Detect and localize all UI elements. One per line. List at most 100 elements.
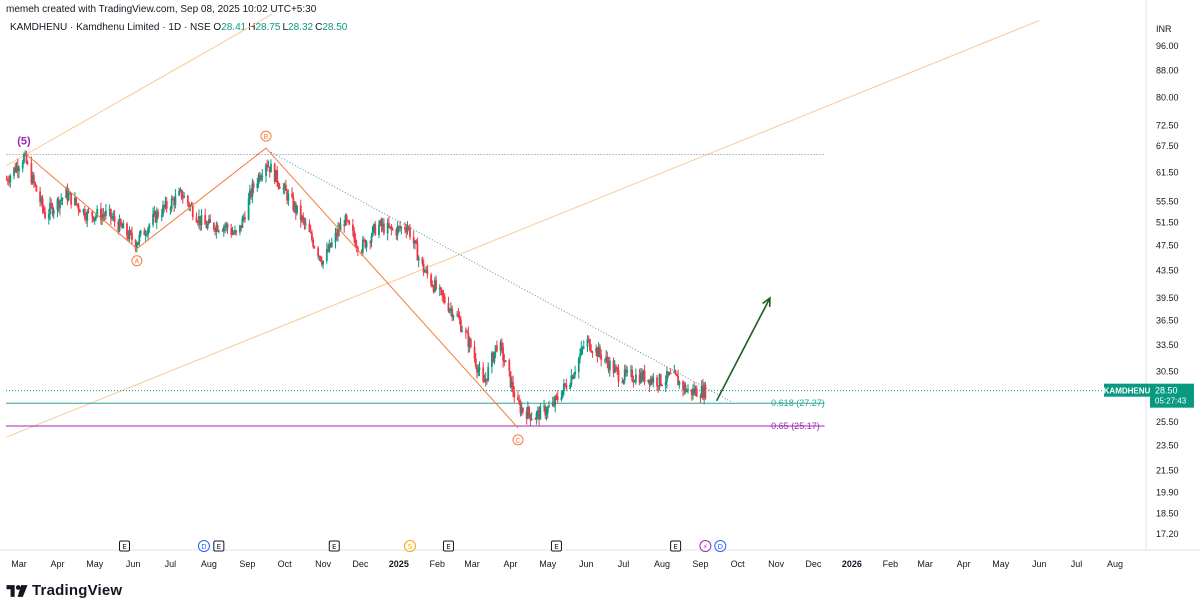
- candle-body: [528, 406, 531, 414]
- tradingview-logo-icon: [6, 584, 28, 597]
- candle-body: [303, 219, 306, 224]
- candle-body: [351, 224, 354, 231]
- event-marker-e: [213, 540, 225, 552]
- candle-body: [261, 175, 264, 178]
- candle-body: [487, 366, 490, 381]
- brand-name: TradingView: [32, 582, 123, 599]
- candle-body: [164, 200, 167, 208]
- candle-body: [61, 198, 64, 200]
- candle-body: [252, 183, 255, 188]
- candle-body: [442, 295, 445, 297]
- candle-body: [695, 388, 698, 397]
- candle-body: [31, 175, 34, 184]
- event-marker-d: [197, 540, 210, 552]
- candle-body: [577, 358, 580, 372]
- candle-body: [67, 194, 70, 201]
- candle-body: [432, 286, 435, 292]
- x-tick-label: Sep: [692, 559, 708, 569]
- event-marker-e: [442, 540, 454, 552]
- x-tick-label: Apr: [504, 559, 518, 569]
- candle-body: [126, 223, 128, 236]
- candle-body: [327, 249, 329, 252]
- candle-body: [101, 214, 104, 221]
- candle-body: [510, 381, 513, 388]
- candle-body: [694, 388, 697, 394]
- candle-body: [386, 222, 389, 234]
- candle-body: [121, 224, 123, 229]
- candle-body: [417, 257, 420, 261]
- candle-body: [257, 175, 260, 184]
- candle-body: [443, 296, 446, 303]
- candle-body: [702, 385, 704, 398]
- candle-body: [564, 383, 567, 385]
- candle-body: [581, 347, 584, 349]
- candle-body: [482, 367, 485, 382]
- x-tick-label: Aug: [201, 559, 217, 569]
- candle-body: [59, 200, 61, 209]
- candle-body: [560, 397, 563, 400]
- candle-body: [500, 342, 503, 348]
- candle-body: [478, 367, 481, 370]
- candle-body: [191, 205, 194, 217]
- x-tick-label: May: [86, 559, 104, 569]
- candle-body: [700, 385, 703, 398]
- candle-body: [137, 241, 140, 245]
- candle-body: [118, 219, 121, 232]
- candle-body: [200, 215, 203, 226]
- candle-body: [630, 370, 632, 372]
- candle-body: [92, 216, 95, 221]
- candle-body: [673, 370, 676, 374]
- candle-body: [173, 199, 176, 206]
- price-tag-value: 28.50: [1155, 386, 1178, 396]
- candle-body: [278, 186, 281, 189]
- x-tick-label: Dec: [352, 559, 369, 569]
- y-tick-label: 25.50: [1156, 417, 1179, 427]
- candle-body: [277, 182, 280, 187]
- candles-layer: [5, 150, 707, 426]
- candle-body: [152, 214, 154, 225]
- y-tick-label: 23.50: [1156, 440, 1179, 450]
- candle-body: [518, 400, 521, 404]
- candle-body: [626, 370, 629, 373]
- candle-body: [451, 308, 454, 318]
- symbol-description: KAMDHENU · Kamdhenu Limited · 1D · NSE: [10, 22, 211, 33]
- y-tick-label: 55.50: [1156, 197, 1179, 207]
- x-tick-label: Jul: [618, 559, 630, 569]
- candle-body: [569, 385, 572, 389]
- candle-body: [304, 223, 307, 225]
- candle-body: [538, 410, 540, 420]
- candle-body: [234, 230, 236, 234]
- candle-body: [399, 226, 401, 229]
- candle-body: [6, 179, 9, 182]
- candle-body: [270, 163, 272, 173]
- candle-body: [494, 345, 497, 352]
- candle-body: [221, 230, 224, 232]
- candle-body: [587, 338, 590, 340]
- wave-label-circle: [131, 255, 143, 267]
- candle-body: [70, 192, 73, 205]
- candle-body: [448, 309, 451, 312]
- candle-body: [186, 195, 189, 204]
- candle-body: [621, 381, 624, 383]
- candle-body: [360, 251, 363, 253]
- candle-body: [589, 339, 591, 351]
- candle-body: [325, 249, 328, 261]
- candle-body: [658, 374, 661, 387]
- candle-body: [112, 216, 115, 218]
- candle-body: [260, 177, 262, 180]
- candle-body: [391, 229, 394, 231]
- candle-body: [65, 188, 68, 199]
- candle-body: [205, 224, 208, 229]
- y-tick-label: 33.50: [1156, 340, 1179, 350]
- event-marker-e-label: E: [122, 543, 126, 551]
- y-tick-label: 72.50: [1156, 121, 1179, 131]
- candle-body: [422, 263, 425, 273]
- candle-body: [128, 230, 131, 239]
- candle-body: [433, 280, 436, 292]
- candle-body: [188, 203, 190, 208]
- candle-body: [633, 381, 636, 383]
- candle-body: [457, 314, 460, 318]
- candle-body: [122, 223, 125, 229]
- candle-body: [155, 211, 158, 223]
